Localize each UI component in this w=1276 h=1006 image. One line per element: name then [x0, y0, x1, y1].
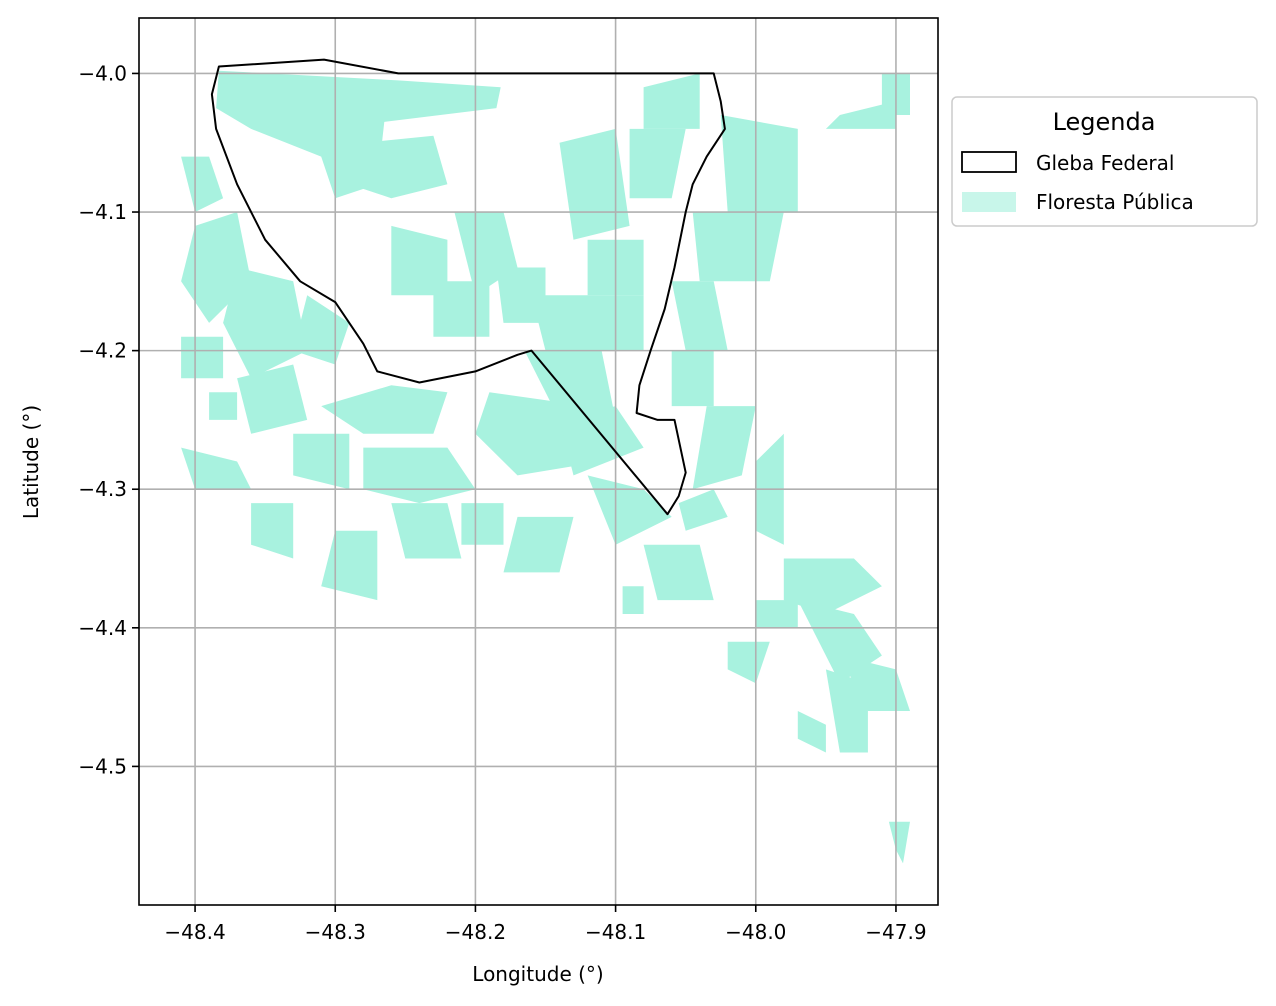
floresta-publica-patch-41	[622, 586, 644, 614]
y-tick-label: −4.0	[78, 61, 127, 85]
floresta-publica-patch-22	[503, 516, 574, 573]
floresta-publica-patch-40	[643, 544, 714, 601]
floresta-publica-patch-19	[524, 350, 616, 420]
floresta-publica-patch-18	[531, 295, 644, 351]
legend-label-gleba: Gleba Federal	[1036, 151, 1174, 175]
legend: Legenda Gleba Federal Floresta Pública	[951, 96, 1258, 227]
floresta-publica-patch-35	[692, 406, 756, 490]
plot-frame	[138, 17, 939, 906]
floresta-publica-patch-16	[461, 503, 504, 545]
legend-box	[951, 96, 1258, 227]
floresta-publica-patch-20	[559, 406, 644, 476]
floresta-publica-patch-7	[237, 364, 308, 434]
y-tick-label: −4.2	[78, 339, 127, 363]
floresta-publica-patch-48	[727, 641, 770, 684]
legend-swatch-gleba	[961, 151, 1017, 173]
x-axis-title: Longitude (°)	[472, 962, 603, 986]
x-tick-label: −47.9	[865, 920, 926, 944]
floresta-publica-patch-8	[209, 392, 238, 420]
x-tick-label: −48.3	[305, 920, 366, 944]
floresta-publica-patch-21	[587, 475, 672, 545]
x-tick-label: −48.4	[164, 920, 225, 944]
floresta-publica-patch-39	[825, 101, 896, 129]
floresta-publica-patch-23	[391, 225, 448, 296]
floresta-publica-patch-25	[433, 281, 490, 337]
floresta-publica-patch-32	[692, 212, 784, 282]
floresta-publica-patch-31	[720, 115, 798, 212]
x-axis: −48.4 −48.3 −48.2 −48.1 −48.0 −47.9	[164, 905, 927, 944]
floresta-publica-patch-33	[671, 281, 728, 351]
floresta-publica-patch-0	[216, 70, 501, 199]
floresta-publica-patch-1	[349, 135, 448, 199]
floresta-publica-patch-13	[321, 385, 448, 434]
gleba-federal-layer	[210, 58, 726, 516]
y-tick-label: −4.3	[78, 477, 127, 501]
floresta-publica-patch-5	[181, 336, 224, 379]
floresta-publica-patch-28	[629, 128, 686, 199]
legend-swatch-floresta	[962, 192, 1016, 212]
floresta-publica-patch-46	[797, 711, 826, 753]
floresta-publica-patch-10	[181, 447, 252, 490]
legend-label-floresta: Floresta Pública	[1036, 190, 1194, 214]
floresta-publica-patch-30	[643, 73, 700, 129]
floresta-publica-patch-37	[678, 489, 728, 531]
floresta-publica-patch-34	[671, 350, 714, 407]
y-axis: −4.0 −4.1 −4.2 −4.3 −4.4 −4.5	[78, 61, 139, 778]
y-tick-label: −4.1	[78, 200, 127, 224]
gleba-federal-boundary	[210, 58, 726, 516]
floresta-publica-patch-11	[251, 503, 294, 559]
x-tick-label: −48.2	[445, 920, 506, 944]
floresta-publica-patch-26	[496, 267, 546, 323]
floresta-publica-patch-42	[783, 558, 882, 614]
y-axis-title: Latitude (°)	[19, 405, 43, 519]
floresta-publica-patch-44	[839, 655, 910, 711]
grid	[139, 18, 938, 905]
floresta-publica-patch-49	[888, 821, 910, 864]
floresta-publica-patch-15	[391, 503, 462, 559]
legend-title: Legenda	[1053, 108, 1156, 136]
floresta-publica-patch-47	[755, 600, 798, 628]
x-tick-label: −48.0	[725, 920, 786, 944]
floresta-publica-patch-45	[825, 669, 868, 753]
y-tick-label: −4.5	[78, 754, 127, 778]
y-tick-label: −4.4	[78, 616, 127, 640]
x-tick-label: −48.1	[585, 920, 646, 944]
floresta-publica-patch-2	[181, 156, 224, 212]
